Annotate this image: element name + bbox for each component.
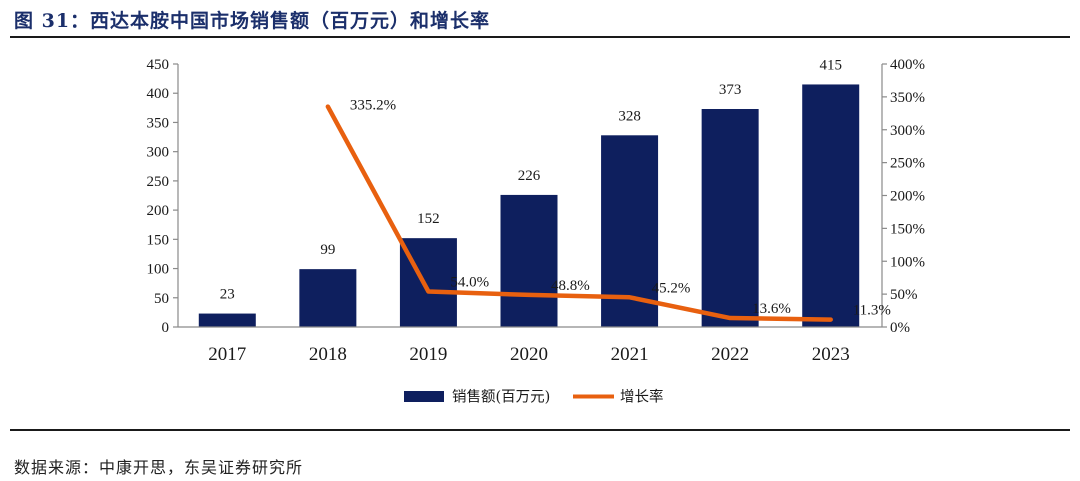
left-tick-label: 350 (147, 115, 170, 131)
right-tick-label: 350% (890, 90, 925, 106)
bar-2018 (299, 269, 357, 327)
x-tick-label: 2018 (309, 344, 347, 365)
figure-title: 图 31：西达本胺中国市场销售额（百万元）和增长率 (14, 10, 491, 32)
x-tick-label: 2022 (711, 344, 749, 365)
bar-value-label: 226 (518, 168, 541, 184)
bar-2022 (701, 109, 759, 327)
left-tick-label: 50 (154, 291, 169, 307)
legend-swatch-sales (404, 391, 444, 402)
growth-line (325, 104, 833, 322)
bar-2017 (198, 313, 256, 327)
legend-label-sales: 销售额(百万元) (452, 389, 550, 406)
bar-value-label: 415 (819, 57, 842, 73)
growth-labels: 335.2% 54.0% 48.8% 45.2% 13.6% 11.3% (350, 98, 891, 319)
left-axis: 0 50 100 150 200 250 300 350 400 450 (147, 57, 179, 336)
bar-2020 (500, 194, 558, 327)
legend: 销售额(百万元) 增长率 (404, 389, 664, 406)
growth-value-label: 45.2% (652, 280, 691, 296)
left-tick-label: 200 (147, 203, 170, 219)
x-tick-label: 2020 (510, 344, 548, 365)
right-tick-label: 400% (890, 57, 925, 73)
growth-value-label: 48.8% (551, 278, 590, 294)
left-tick-label: 250 (147, 174, 170, 190)
growth-value-label: 335.2% (350, 98, 396, 114)
x-tick-label: 2019 (409, 344, 447, 365)
bar-value-label: 99 (320, 242, 335, 258)
right-axis: 0% 50% 100% 150% 200% 250% 300% 350% 400% (881, 57, 925, 336)
bar-value-label: 152 (417, 211, 440, 227)
top-rule (10, 36, 1070, 38)
bottom-rule (10, 429, 1070, 431)
x-axis: 2017 2018 2019 2020 2021 2022 2023 (178, 326, 882, 365)
x-tick-label: 2021 (611, 344, 649, 365)
chart: 0 50 100 150 200 250 300 350 400 450 0% 50% 100% 150… (147, 57, 926, 406)
right-tick-label: 50% (890, 287, 918, 303)
growth-value-label: 11.3% (853, 303, 891, 319)
right-tick-label: 100% (890, 254, 925, 270)
growth-value-label: 54.0% (450, 274, 489, 290)
bar-value-label: 328 (618, 108, 641, 124)
right-tick-label: 150% (890, 221, 925, 237)
right-tick-label: 300% (890, 123, 925, 139)
left-tick-label: 300 (147, 145, 170, 161)
x-tick-label: 2023 (812, 344, 850, 365)
right-tick-label: 0% (890, 320, 910, 336)
x-tick-label: 2017 (208, 344, 246, 365)
left-tick-label: 450 (147, 57, 170, 73)
bar-labels: 23 99 152 226 328 373 415 (220, 57, 842, 302)
right-tick-label: 200% (890, 189, 925, 205)
data-source: 数据来源：中康开思，东吴证券研究所 (14, 458, 304, 477)
growth-value-label: 13.6% (752, 301, 791, 317)
legend-label-growth: 增长率 (620, 389, 664, 406)
bar-value-label: 373 (719, 82, 742, 98)
growth-line-series (325, 104, 833, 322)
left-tick-label: 0 (162, 320, 170, 336)
left-tick-label: 400 (147, 86, 170, 102)
bar-2023 (802, 84, 860, 327)
right-tick-label: 250% (890, 156, 925, 172)
left-tick-label: 100 (147, 262, 170, 278)
bar-series (198, 84, 860, 327)
left-tick-label: 150 (147, 232, 170, 248)
bar-value-label: 23 (220, 287, 235, 303)
